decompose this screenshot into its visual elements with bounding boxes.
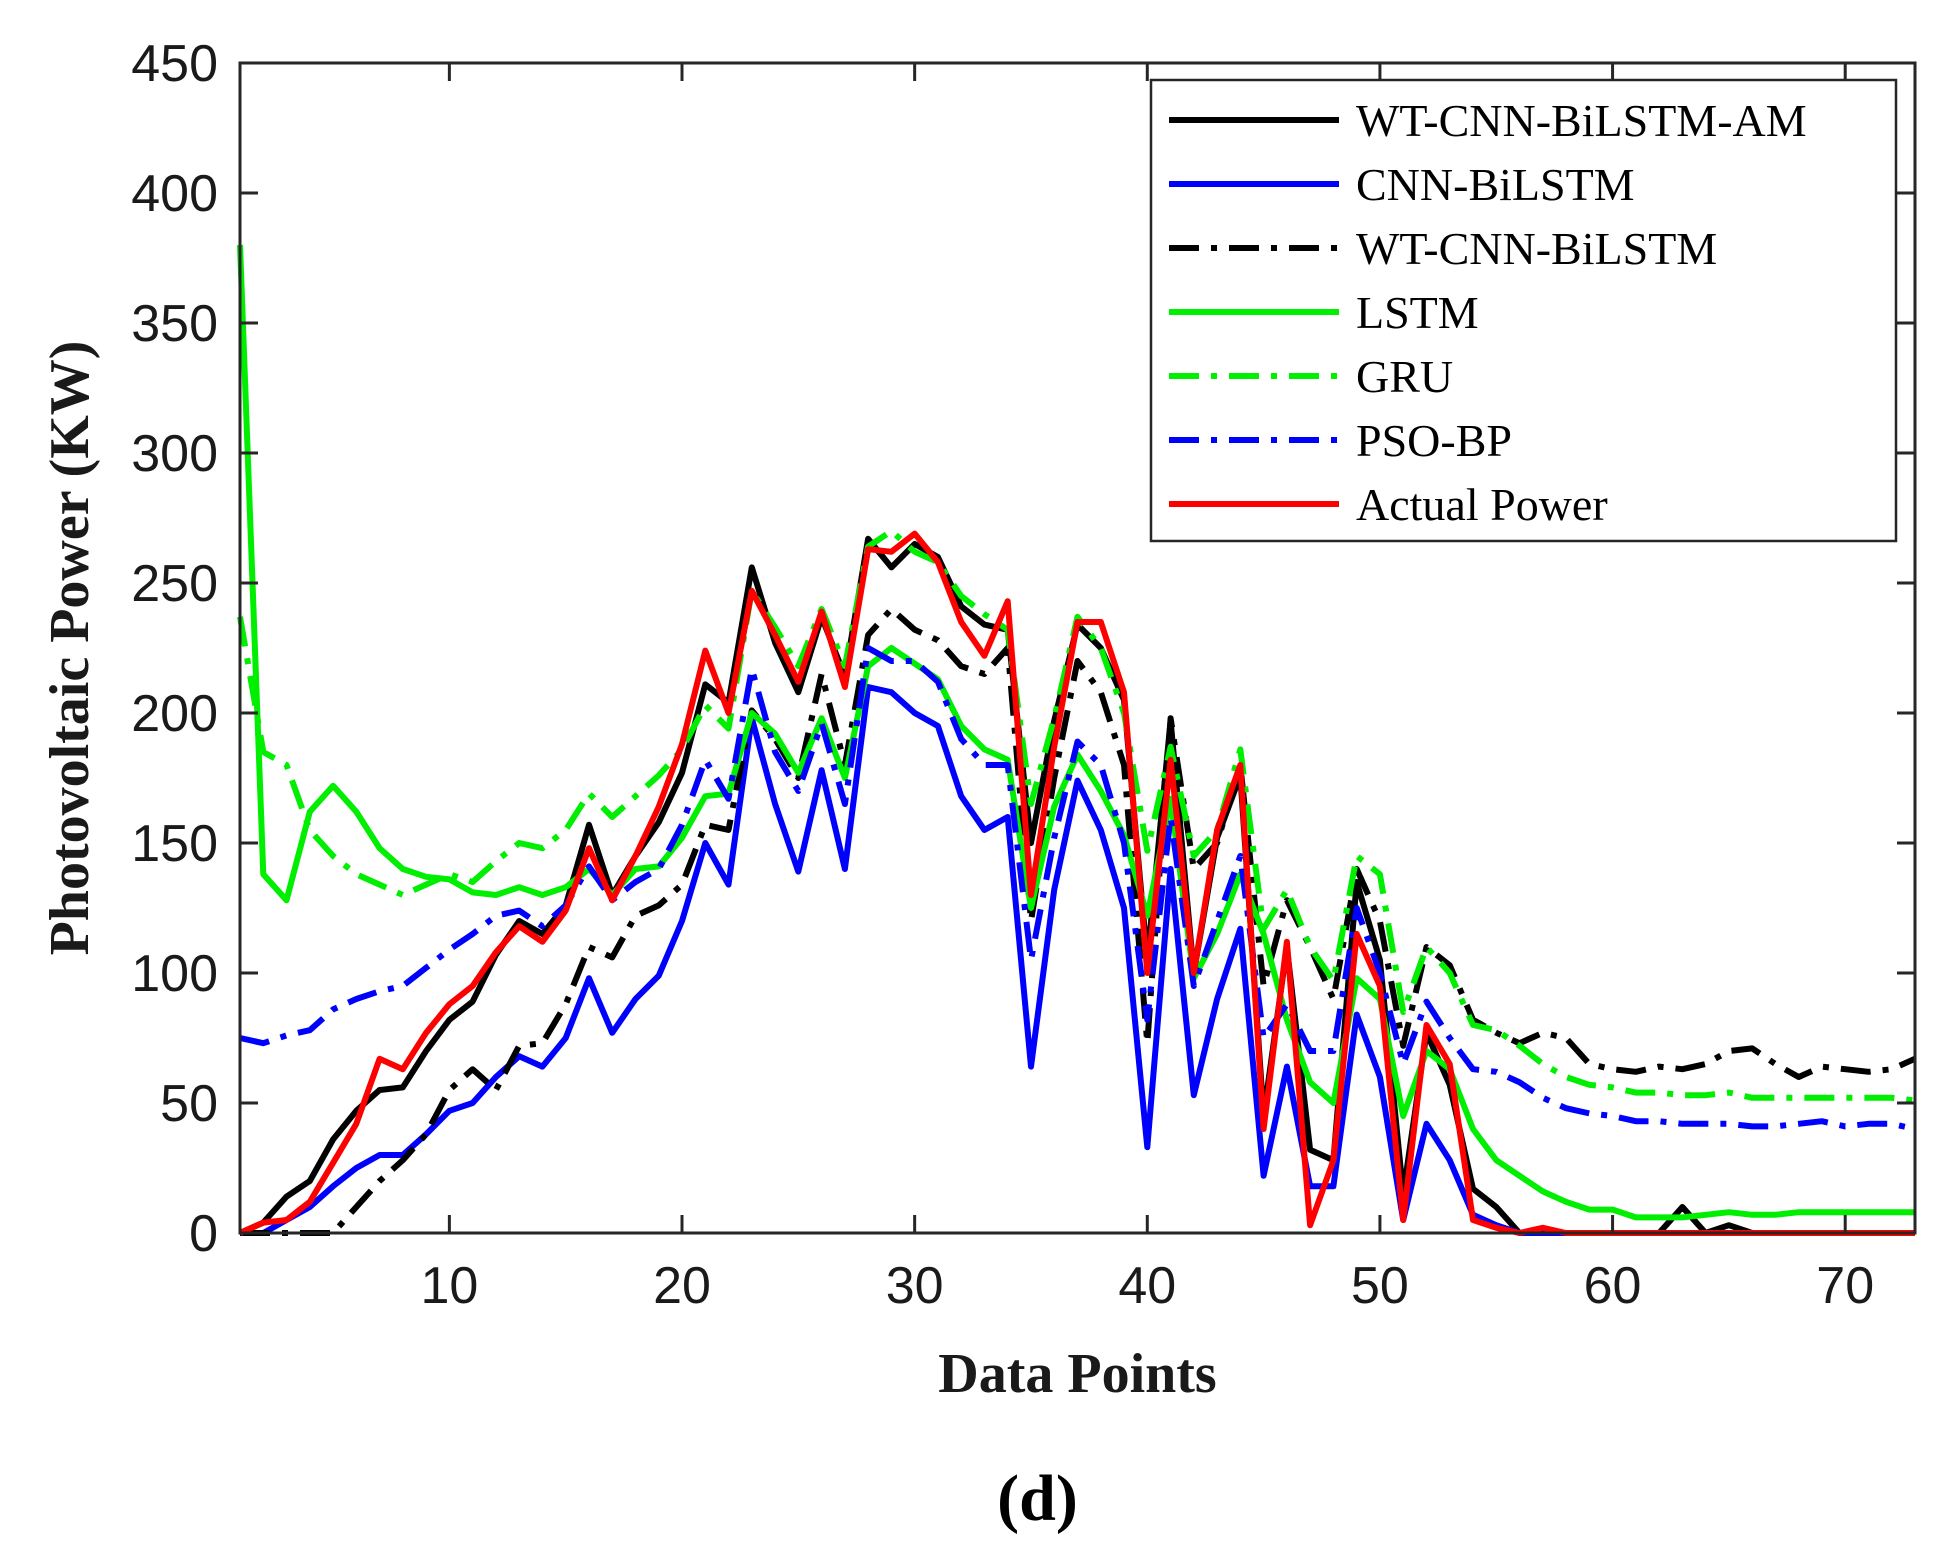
legend-label: CNN-BiLSTM — [1356, 159, 1635, 210]
legend: WT-CNN-BiLSTM-AM CNN-BiLSTM WT-CNN-BiLSTM L… — [1149, 78, 1898, 543]
y-tick-label: 50 — [160, 1075, 218, 1133]
x-tick-label: 60 — [1584, 1257, 1642, 1315]
x-axis-title: Data Points — [938, 1343, 1216, 1405]
legend-label: LSTM — [1356, 287, 1479, 338]
series-line-wt-cnn-bilstm — [240, 606, 1917, 1236]
legend-label: PSO-BP — [1356, 415, 1512, 466]
x-tick-label: 10 — [420, 1257, 478, 1315]
x-tick-label: 50 — [1351, 1257, 1409, 1315]
x-tick-label: 70 — [1816, 1257, 1874, 1315]
y-tick-label: 400 — [131, 165, 218, 223]
y-tick-label: 250 — [131, 555, 218, 613]
legend-label: WT-CNN-BiLSTM — [1356, 223, 1717, 274]
y-tick-label: 200 — [131, 685, 218, 743]
series-line-pso-bp — [239, 645, 1916, 1132]
plot-area-frame — [238, 61, 1917, 1235]
y-tick-label: 0 — [189, 1205, 218, 1263]
y-tick-label: 350 — [131, 295, 218, 353]
y-axis-title: Photovoltaic Power (KW) — [39, 341, 101, 956]
panel-label: (d) — [997, 1462, 1078, 1535]
y-tick-label: 300 — [131, 425, 218, 483]
series-line-gru — [237, 528, 1916, 1104]
x-tick-label: 30 — [886, 1257, 944, 1315]
legend-label: WT-CNN-BiLSTM-AM — [1356, 95, 1807, 146]
x-axis-ticks: 10 20 30 40 50 60 70 — [420, 63, 1874, 1315]
series-line-lstm — [237, 244, 1915, 1221]
y-tick-label: 150 — [131, 815, 218, 873]
x-tick-label: 40 — [1118, 1257, 1176, 1315]
series-layer — [237, 244, 1917, 1236]
y-tick-label: 100 — [131, 945, 218, 1003]
y-tick-label: 450 — [131, 35, 218, 93]
y-axis-ticks: 0 50 100 150 200 250 300 350 400 450 — [131, 35, 1915, 1263]
legend-label: Actual Power — [1356, 479, 1608, 530]
x-tick-label: 20 — [653, 1257, 711, 1315]
legend-label: GRU — [1356, 351, 1453, 402]
